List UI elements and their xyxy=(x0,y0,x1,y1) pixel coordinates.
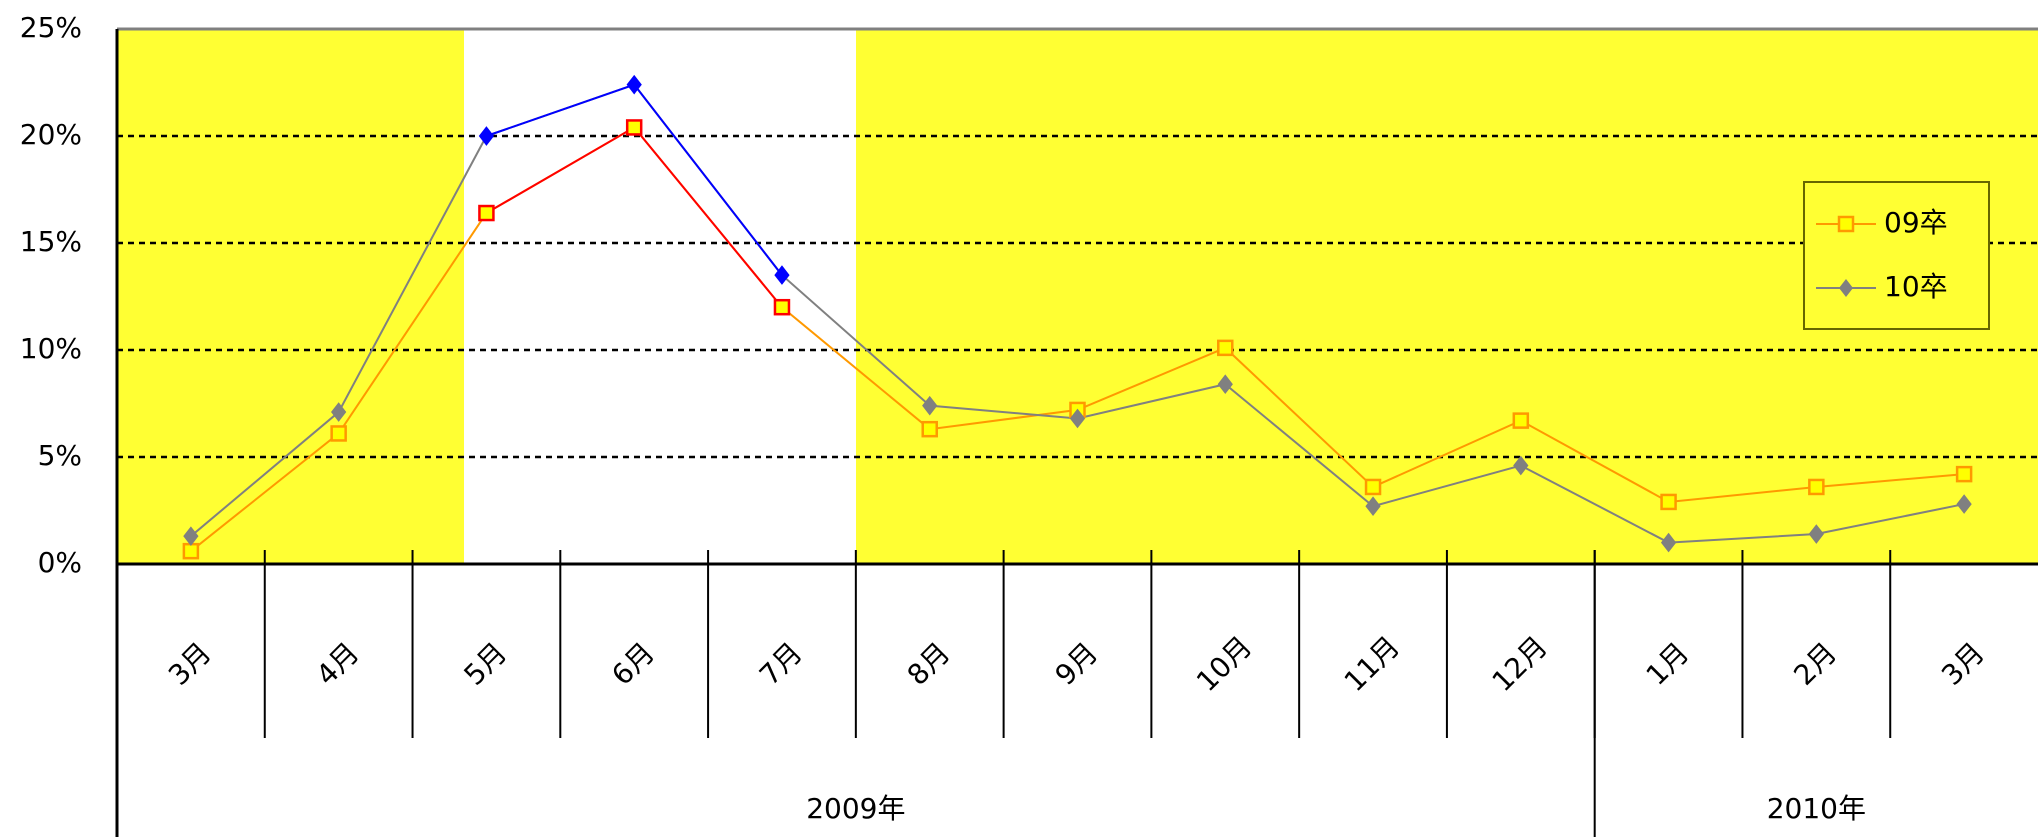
marker xyxy=(774,265,790,285)
legend-box xyxy=(1803,181,1990,330)
marker xyxy=(1660,532,1677,553)
marker xyxy=(1217,339,1234,357)
marker xyxy=(1365,496,1381,517)
group-label: 2010年 xyxy=(1767,792,1866,825)
x-tick-label: 9月 xyxy=(1049,636,1105,692)
y-tick-label: 15% xyxy=(20,225,82,258)
x-tick-label: 3月 xyxy=(162,636,218,692)
y-tick-label: 25% xyxy=(20,11,82,44)
marker xyxy=(773,298,791,316)
x-tick-label: 7月 xyxy=(753,636,809,692)
marker xyxy=(1512,412,1530,429)
marker xyxy=(183,526,199,546)
marker xyxy=(478,126,495,146)
x-tick-label: 12月 xyxy=(1486,630,1554,698)
marker xyxy=(1217,374,1233,395)
marker xyxy=(478,204,495,222)
marker xyxy=(1956,494,1972,514)
group-label: 2009年 xyxy=(806,792,905,825)
marker xyxy=(1069,408,1086,429)
y-tick-label: 5% xyxy=(38,439,82,472)
marker xyxy=(182,542,200,560)
x-tick-label: 8月 xyxy=(901,636,957,692)
y-tick-label: 20% xyxy=(20,118,82,151)
legend-marker xyxy=(1837,215,1855,233)
x-tick-label: 4月 xyxy=(310,636,366,692)
marker xyxy=(1955,465,1973,483)
marker xyxy=(330,425,347,442)
y-tick-label: 10% xyxy=(20,332,82,365)
marker xyxy=(1513,455,1529,476)
marker xyxy=(1808,478,1825,496)
marker xyxy=(1364,478,1382,496)
marker xyxy=(1660,493,1677,511)
marker xyxy=(921,420,938,438)
legend-marker xyxy=(1839,279,1853,297)
x-tick-label: 6月 xyxy=(605,636,661,692)
x-tick-label: 11月 xyxy=(1338,630,1406,698)
x-tick-label: 3月 xyxy=(1935,636,1991,692)
marker xyxy=(625,119,643,136)
highlight-region xyxy=(464,29,856,564)
marker xyxy=(331,402,347,422)
marker xyxy=(1808,524,1824,544)
legend-label: 09卒 xyxy=(1884,206,1948,239)
marker xyxy=(922,395,938,416)
x-tick-label: 2月 xyxy=(1787,636,1843,692)
x-tick-label: 5月 xyxy=(457,636,513,692)
plot-background xyxy=(117,29,2038,564)
legend-label: 10卒 xyxy=(1884,270,1948,303)
y-tick-label: 0% xyxy=(38,546,82,579)
x-tick-label: 1月 xyxy=(1640,636,1696,692)
marker xyxy=(626,74,642,95)
x-tick-label: 10月 xyxy=(1190,630,1258,698)
